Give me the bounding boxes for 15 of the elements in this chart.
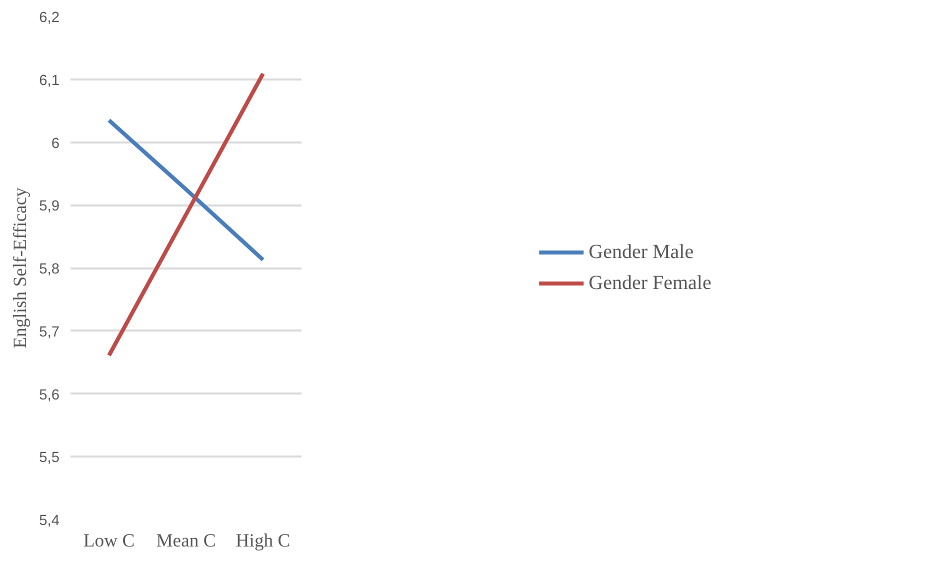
x-tick-label: Mean C — [156, 530, 216, 552]
y-axis-title: English Self-Efficacy — [10, 186, 32, 348]
legend-label: Gender Male — [588, 240, 694, 264]
y-tick-label: 5,6 — [39, 387, 60, 404]
y-tick-label: 5,7 — [39, 324, 60, 340]
x-tick-label: High C — [236, 530, 290, 552]
x-tick-label: Low C — [83, 530, 135, 552]
y-tick-label: 6,2 — [39, 10, 60, 26]
y-tick-label: 5,8 — [39, 262, 60, 278]
y-tick-label: 5,9 — [39, 198, 60, 215]
y-tick-label: 6 — [51, 136, 60, 152]
y-tick-label: 5,4 — [39, 513, 60, 529]
y-tick-label: 6,1 — [39, 72, 60, 89]
legend-label: Gender Female — [588, 272, 712, 294]
y-tick-label: 5,5 — [39, 450, 60, 466]
